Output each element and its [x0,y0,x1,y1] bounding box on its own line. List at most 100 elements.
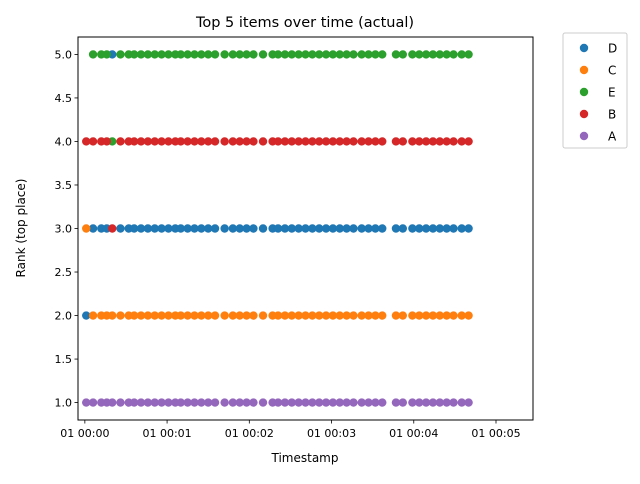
data-point [428,50,438,59]
data-point [164,224,173,233]
data-point [157,398,166,407]
x-tick-label: 01 00:03 [307,427,356,440]
chart-title: Top 5 items over time (actual) [195,15,414,31]
data-point [287,50,296,59]
data-point [415,50,424,59]
data-point [457,137,466,146]
data-point [442,311,451,320]
data-point [197,137,206,146]
data-point [428,398,438,407]
data-point [328,398,338,407]
data-point [108,224,117,233]
data-point [364,137,373,146]
y-axis-label: Rank (top place) [14,179,28,278]
data-point [335,137,344,146]
data-point [235,311,244,320]
data-point [116,398,125,407]
data-point [249,224,258,233]
data-point [176,137,185,146]
data-point [371,50,380,59]
data-point [349,224,358,233]
data-point [273,311,283,320]
legend-marker-C [579,65,589,75]
legend-box [562,32,628,149]
x-tick-label: 01 00:04 [389,427,438,440]
data-point [136,224,146,233]
data-point [136,137,146,146]
data-point [102,137,111,146]
data-point [280,224,290,233]
data-point [357,311,366,320]
data-point [398,311,407,320]
data-point [136,50,146,59]
data-point [164,398,173,407]
data-point [464,224,473,233]
data-point [349,311,358,320]
data-point [415,311,424,320]
data-point [157,137,166,146]
data-point [102,50,111,59]
data-point [242,50,251,59]
y-tick-label: 3.0 [55,223,73,236]
data-point [342,311,351,320]
data-point [220,137,229,146]
data-point [342,398,351,407]
data-point [287,137,296,146]
legend-marker-B [579,109,589,119]
data-point [235,50,244,59]
data-point [294,50,303,59]
data-point [449,311,458,320]
data-point [228,137,238,146]
data-point [287,311,296,320]
legend-label-E: E [608,86,616,100]
data-point [220,50,229,59]
data-point [82,398,91,407]
data-point [210,137,220,146]
data-point [364,311,373,320]
data-point [364,398,373,407]
y-tick-label: 1.5 [55,353,73,366]
data-point [190,137,199,146]
data-point [210,398,220,407]
data-point [116,311,125,320]
data-point [301,311,310,320]
legend-marker-A [579,131,589,141]
data-point [335,311,344,320]
data-point [442,224,451,233]
data-point [321,224,331,233]
data-point [190,224,199,233]
x-tick-label: 01 00:01 [142,427,191,440]
y-tick-label: 1.0 [55,397,73,410]
data-points [82,50,473,407]
data-point [210,311,220,320]
data-point [82,311,91,320]
data-point [349,398,358,407]
data-point [342,50,351,59]
legend-label-A: A [608,130,617,144]
data-point [116,50,125,59]
data-point [435,137,445,146]
data-point [408,224,417,233]
data-point [378,311,387,320]
data-point [457,398,466,407]
data-point [183,50,192,59]
data-point [258,311,268,320]
legend-label-D: D [608,42,617,56]
data-point [280,398,290,407]
data-point [190,311,199,320]
data-point [204,224,213,233]
data-point [129,50,139,59]
series-A [82,398,473,407]
data-point [210,50,220,59]
data-point [464,398,473,407]
data-point [428,311,438,320]
data-point [398,50,407,59]
data-point [228,224,238,233]
data-point [391,50,401,59]
series-B [82,137,473,233]
data-point [249,398,258,407]
data-point [398,398,407,407]
